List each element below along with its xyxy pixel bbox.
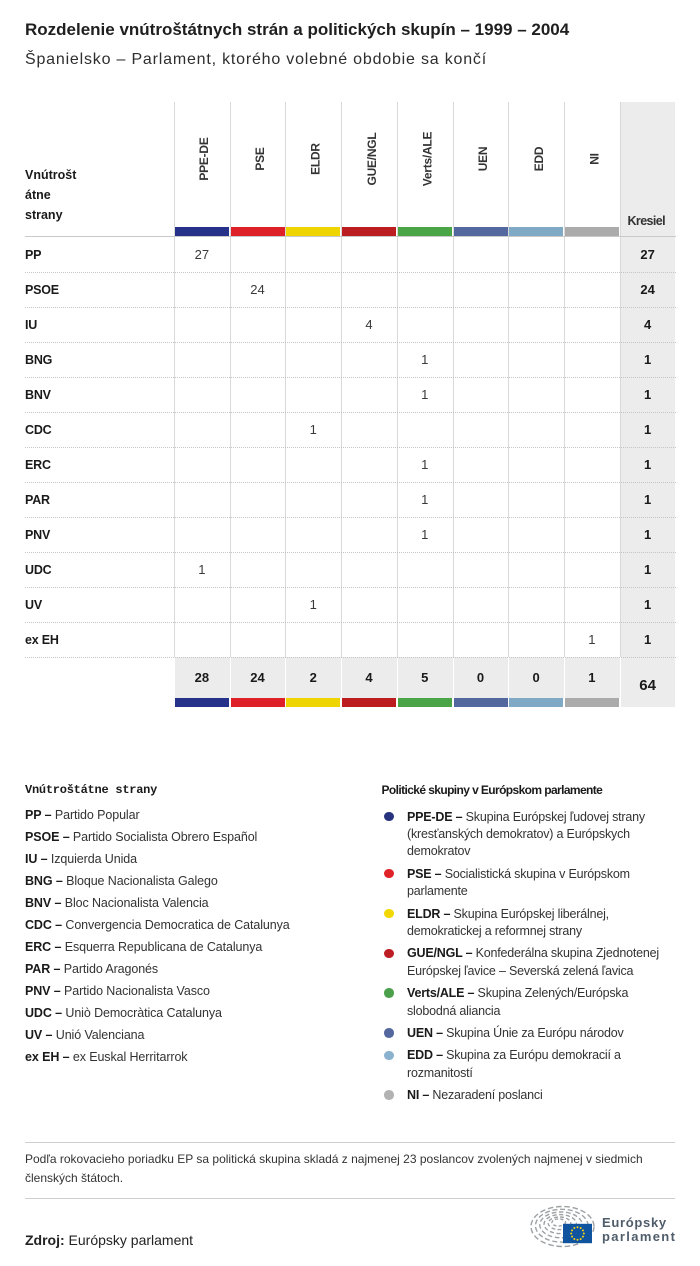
svg-text:Európsky: Európsky bbox=[602, 1215, 667, 1230]
svg-text:parlament: parlament bbox=[602, 1229, 676, 1244]
